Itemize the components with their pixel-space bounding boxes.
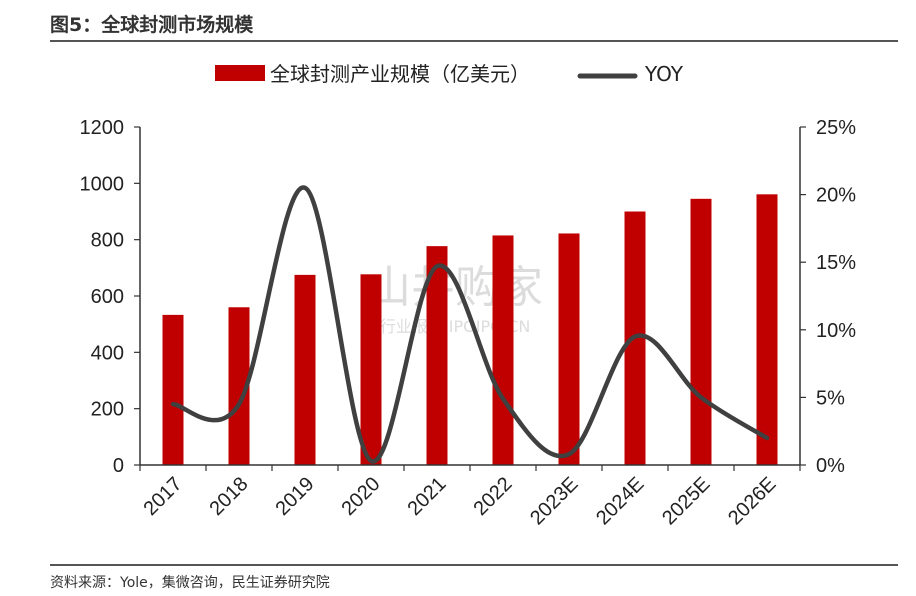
legend: 全球封测产业规模（亿美元） YOY (215, 62, 684, 86)
bar-2023E (558, 233, 580, 465)
x-tick-label: 2019 (272, 473, 319, 520)
x-tick-label: 2024E (592, 473, 648, 529)
left-tick-label: 1200 (80, 117, 125, 139)
x-tick-label: 2026E (724, 473, 780, 529)
x-tick-label: 2018 (206, 473, 253, 520)
yoy-line (170, 185, 770, 464)
figure-title: 图5：全球封测市场规模 (50, 14, 254, 36)
x-tick-label: 2020 (338, 473, 385, 520)
watermark: 山井购家 行业报告 IPOIPO.CN (367, 262, 543, 336)
title-rule (50, 40, 898, 42)
right-tick-label: 10% (816, 320, 856, 342)
right-tick-label: 15% (816, 252, 856, 274)
bar-2025E (690, 198, 712, 465)
axes: 0 200 400 600 800 1000 1200 0% 5% 10% 15% 20% 25% (80, 117, 857, 477)
right-tick-label: 20% (816, 185, 856, 207)
yoy-series (170, 185, 770, 464)
x-tick-label: 2017 (140, 473, 187, 520)
left-tick-label: 0 (113, 455, 124, 477)
footer-rule (50, 564, 898, 566)
bar-2020 (360, 274, 382, 465)
x-tick-label: 2025E (658, 473, 714, 529)
x-tick-label: 2021 (404, 473, 451, 520)
source-note: 资料来源：Yole，集微咨询，民生证券研究院 (50, 575, 330, 591)
bar-2017 (162, 314, 184, 465)
x-tick-label: 2022 (470, 473, 517, 520)
bar-2026E (756, 194, 778, 465)
right-tick-label: 25% (816, 117, 856, 139)
x-tick-label: 2023E (526, 473, 582, 529)
right-tick-label: 5% (816, 387, 845, 409)
left-tick-label: 800 (91, 230, 124, 252)
bar-2019 (294, 274, 316, 465)
x-tick-labels: 2017 2018 2019 2020 2021 2022 2023E 2024E 2025E 2… (140, 473, 781, 529)
left-tick-label: 1000 (80, 173, 125, 195)
left-tick-label: 400 (91, 342, 124, 364)
bar-2021 (426, 246, 448, 465)
bar-2018 (228, 307, 250, 465)
left-tick-label: 200 (91, 399, 124, 421)
legend-label-bar: 全球封测产业规模（亿美元） (270, 62, 530, 86)
legend-label-line: YOY (644, 62, 684, 86)
left-tick-label: 600 (91, 286, 124, 308)
legend-swatch-bar (215, 65, 265, 81)
watermark-main: 山井购家 (367, 262, 543, 313)
bar-2022 (492, 235, 514, 465)
right-tick-label: 0% (816, 455, 845, 477)
